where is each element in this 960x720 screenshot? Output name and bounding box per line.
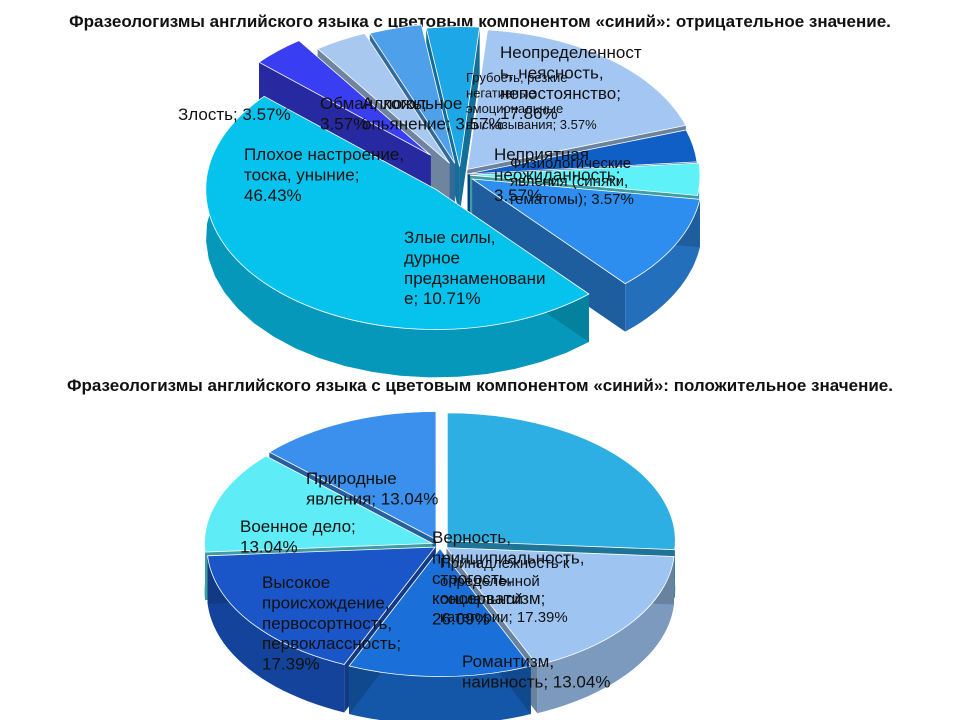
slice-label-line: дурное bbox=[404, 248, 460, 267]
slice-label-line: непостоянство; bbox=[500, 84, 621, 103]
slice-label-line: Природные bbox=[306, 469, 397, 488]
pie-slice-wall bbox=[459, 27, 480, 215]
slice-label-line: Злость; 3.57% bbox=[178, 105, 291, 124]
pie-slice bbox=[425, 26, 481, 167]
pie-slice bbox=[446, 412, 676, 551]
slice-label: Военное дело; 13.04% bbox=[240, 517, 356, 556]
pie-slice bbox=[466, 29, 687, 170]
slice-label-line: социальной bbox=[440, 591, 523, 608]
slice-label-line: негативные bbox=[466, 86, 536, 101]
slice-label-line: Неприятная bbox=[494, 145, 589, 164]
slice-label: Обман, ложь; 3.57% bbox=[320, 94, 427, 133]
slice-label-line: первосортность, bbox=[262, 614, 392, 633]
pie-slice bbox=[348, 547, 532, 677]
slice-label-line: эмоциональные bbox=[466, 101, 563, 116]
pie-slice-side bbox=[625, 199, 700, 332]
slice-label: Неприятная неожиданность; 3.57% bbox=[494, 145, 620, 205]
slice-label-line: определенной bbox=[440, 573, 540, 590]
slice-label: Природные явления; 13.04% bbox=[306, 469, 438, 508]
slice-label-line: Обман, ложь; bbox=[320, 94, 427, 113]
slice-label-line: е; 10.71% bbox=[404, 289, 481, 308]
pie-slice bbox=[469, 162, 701, 196]
slice-label: Высокое происхождение, первосортность, перв… bbox=[262, 573, 401, 674]
slice-label-line: ь, неясность, bbox=[500, 63, 604, 82]
slice-label-line: Плохое настроение, bbox=[244, 145, 404, 164]
slice-label-line: Высокое bbox=[262, 573, 330, 592]
slice-label: Алкогольное опьянение; 3.57% bbox=[362, 94, 504, 133]
slice-label-line: Верность, bbox=[432, 528, 511, 547]
slice-label-line: Грубость, резкие bbox=[466, 70, 567, 85]
slice-label-line: консерватизм; bbox=[432, 589, 545, 608]
slice-label-line: гематомы); 3.57% bbox=[510, 191, 634, 208]
slice-label-line: Злые силы, bbox=[404, 228, 495, 247]
slice-label-line: 3.57% bbox=[320, 114, 368, 133]
pie-slice-side bbox=[537, 556, 674, 714]
slice-label-line: высказывания; 3.57% bbox=[466, 117, 597, 132]
slice-label-line: Неопределенност bbox=[500, 43, 642, 62]
slice-label-line: тоска, уныние; bbox=[244, 165, 359, 184]
slice-label-line: Физиологические bbox=[510, 155, 631, 172]
slice-label: Физиологические явления (синяки, гематомы)… bbox=[510, 155, 634, 208]
slice-label-line: принципиальность, bbox=[432, 548, 584, 567]
slice-label-line: 26.09% bbox=[432, 610, 490, 629]
slice-label-line: явления; 13.04% bbox=[306, 489, 438, 508]
slice-label: Принадлежность к определенной социальной ка… bbox=[440, 555, 570, 626]
slice-label: Романтизм, наивность; 13.04% bbox=[462, 652, 610, 691]
slice-label-line: происхождение, bbox=[262, 593, 390, 612]
pie-slice bbox=[369, 24, 456, 164]
pie-slice bbox=[258, 40, 432, 156]
slice-label-line: 17.86% bbox=[500, 104, 558, 123]
pie-slice bbox=[470, 178, 701, 285]
slice-label: Грубость, резкие негативные эмоциональные в… bbox=[466, 70, 597, 132]
slice-label-line: строгость, bbox=[432, 569, 512, 588]
pie-slice bbox=[205, 95, 590, 330]
pie-chart-negative: Неопределенност ь, неясность, непостоянств… bbox=[178, 24, 701, 378]
pie-chart-positive: Верность, принципиальность, строгость, конс… bbox=[204, 411, 676, 720]
pie-slice bbox=[207, 546, 436, 665]
slice-label-line: 46.43% bbox=[244, 186, 302, 205]
slice-label: Верность, принципиальность, строгость, конс… bbox=[432, 528, 584, 629]
slice-label: Неопределенност ь, неясность, непостоянств… bbox=[500, 43, 642, 123]
pie-slice bbox=[204, 455, 434, 553]
slice-label-line: Романтизм, bbox=[462, 652, 554, 671]
slice-label-line: предзнаменовани bbox=[404, 269, 545, 288]
slice-label-line: опьянение; 3.57% bbox=[362, 114, 504, 133]
slice-label-line: Военное дело; bbox=[240, 517, 356, 536]
slice-label-line: 13.04% bbox=[240, 537, 298, 556]
pie-slice bbox=[445, 547, 675, 666]
slice-label-line: наивность; 13.04% bbox=[462, 672, 610, 691]
slice-label: Злость; 3.57% bbox=[178, 105, 291, 124]
slice-label: Злые силы, дурное предзнаменовани е; 10.71% bbox=[404, 228, 545, 308]
slice-label-line: 17.39% bbox=[262, 655, 320, 674]
pie-slice bbox=[316, 32, 450, 164]
pie-slice-side bbox=[206, 96, 589, 378]
pie-slice bbox=[467, 129, 698, 175]
pie-slice-side bbox=[207, 555, 345, 713]
slice-label-line: категории; 17.39% bbox=[440, 609, 568, 626]
pie-slice-side bbox=[349, 666, 531, 720]
slice-label-line: явления (синяки, bbox=[510, 173, 628, 190]
slice-label-line: первоклассность; bbox=[262, 634, 401, 653]
slice-label: Плохое настроение, тоска, уныние; 46.43% bbox=[244, 145, 404, 205]
slice-label-line: Принадлежность к bbox=[440, 555, 570, 572]
pie-slice bbox=[268, 411, 437, 541]
slice-label-line: неожиданность; bbox=[494, 165, 620, 184]
chart-title-negative: Фразеологизмы английского языка с цветов… bbox=[69, 12, 891, 31]
chart-title-positive: Фразеологизмы английского языка с цветов… bbox=[66, 376, 893, 395]
slice-label-line: 3.57% bbox=[494, 186, 542, 205]
slice-label-line: Алкогольное bbox=[362, 94, 462, 113]
